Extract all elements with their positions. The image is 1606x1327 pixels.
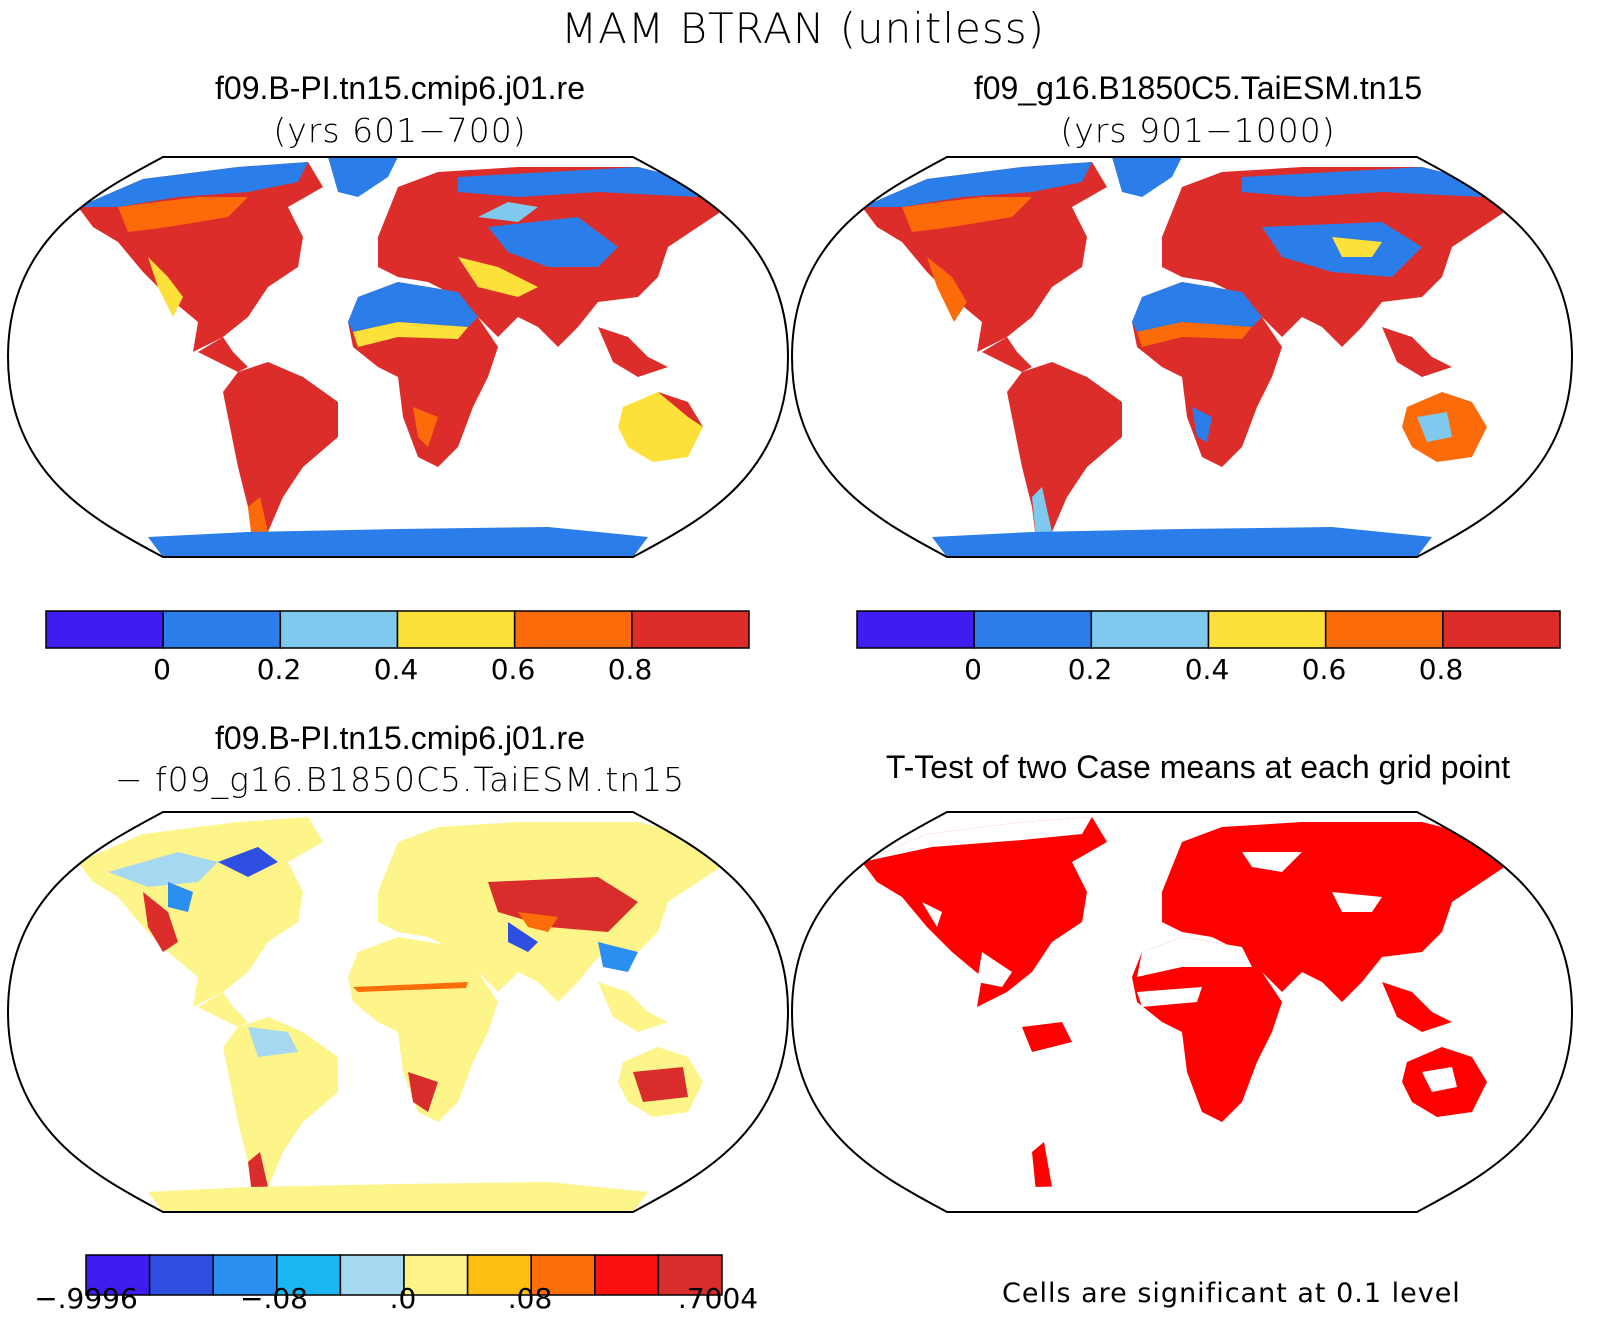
- colorbar-panel-2: [856, 610, 1561, 649]
- panel-2-subtitle: (yrs 901−1000): [1060, 111, 1336, 150]
- cbar3-swatch-9: [657, 1254, 723, 1296]
- cbar2-swatch-0: [856, 610, 975, 649]
- panel-1-map: [7, 156, 789, 558]
- cbar2-label-2: 0.4: [1184, 653, 1230, 686]
- cbar1-swatch-1: [162, 610, 282, 649]
- cbar3-label-1: −.08: [240, 1282, 308, 1315]
- cbar2-swatch-2: [1090, 610, 1210, 649]
- cbar3-swatch-0: [85, 1254, 151, 1296]
- cbar3-swatch-8: [594, 1254, 660, 1296]
- cbar1-swatch-0: [45, 610, 164, 649]
- cbar3-swatch-7: [530, 1254, 596, 1296]
- cbar2-swatch-4: [1324, 610, 1444, 649]
- panel-2-title: f09_g16.B1850C5.TaiESM.tn15: [973, 70, 1423, 106]
- cbar1-label-0: 0: [153, 653, 171, 686]
- panel-4-map: [791, 811, 1573, 1213]
- panel-4-title: T-Test of two Case means at each grid po…: [885, 749, 1511, 785]
- panel-3-title: f09.B-PI.tn15.cmip6.j01.re: [215, 720, 585, 756]
- panel-3-subtitle: − f09_g16.B1850C5.TaiESM.tn15: [114, 760, 686, 799]
- cbar2-swatch-3: [1207, 610, 1327, 649]
- cbar3-swatch-6: [466, 1254, 532, 1296]
- panel-1-subtitle: (yrs 601−700): [273, 111, 527, 150]
- cbar1-swatch-3: [396, 610, 516, 649]
- cbar2-label-4: 0.8: [1418, 653, 1464, 686]
- cbar3-swatch-2: [212, 1254, 278, 1296]
- cbar1-label-1: 0.2: [256, 653, 302, 686]
- main-title: MAM BTRAN (unitless): [560, 4, 1046, 53]
- panel-1-title: f09.B-PI.tn15.cmip6.j01.re: [215, 70, 585, 106]
- cbar1-label-3: 0.6: [490, 653, 536, 686]
- cbar2-swatch-1: [973, 610, 1093, 649]
- cbar1-swatch-4: [513, 610, 633, 649]
- cbar2-label-0: 0: [964, 653, 982, 686]
- cbar1-swatch-5: [631, 610, 750, 649]
- cbar3-swatch-4: [339, 1254, 405, 1296]
- cbar2-swatch-5: [1442, 610, 1561, 649]
- cbar3-label-2: .0: [389, 1282, 417, 1315]
- cbar3-swatch-1: [148, 1254, 214, 1296]
- panel-3-map: [7, 811, 789, 1213]
- cbar1-label-2: 0.4: [373, 653, 419, 686]
- significance-note: Cells are significant at 0.1 level: [1002, 1278, 1461, 1309]
- cbar1-label-4: 0.8: [607, 653, 653, 686]
- cbar3-label-4: .7004: [677, 1282, 759, 1315]
- cbar3-swatch-3: [276, 1254, 342, 1296]
- cbar1-swatch-2: [279, 610, 399, 649]
- cbar2-label-1: 0.2: [1067, 653, 1113, 686]
- colorbar-difference: [85, 1254, 723, 1296]
- panel-2-map: [791, 156, 1573, 558]
- cbar3-label-0: −.9996: [34, 1282, 138, 1315]
- colorbar-panel-1: [45, 610, 750, 649]
- cbar2-label-3: 0.6: [1301, 653, 1347, 686]
- cbar3-label-3: .08: [507, 1282, 553, 1315]
